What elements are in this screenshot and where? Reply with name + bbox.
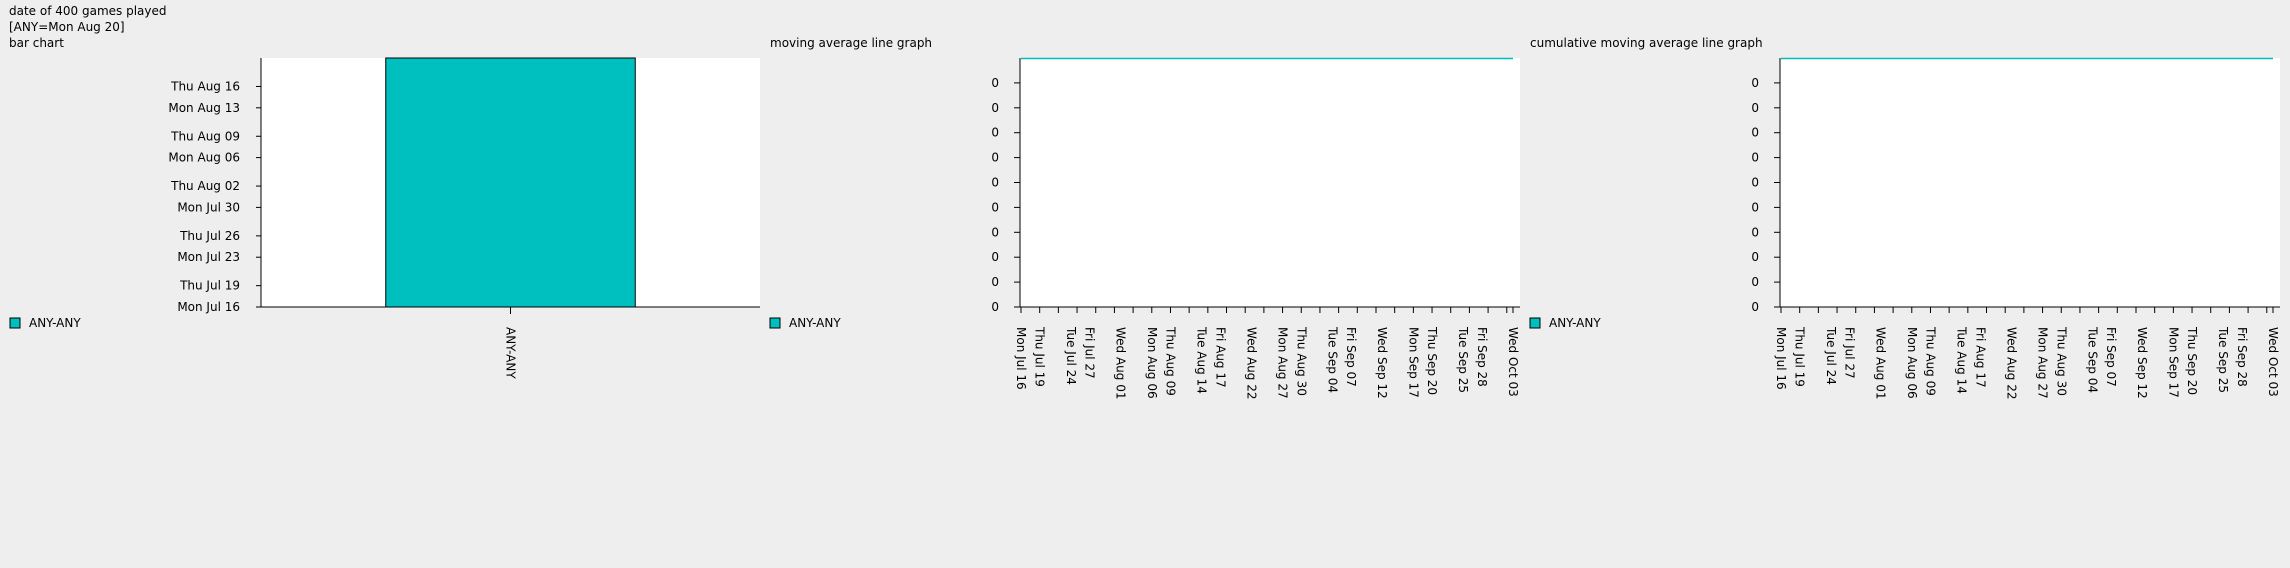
cma-y-tick-label: 0	[1751, 126, 1759, 140]
bar-y-tick-label: Mon Aug 13	[168, 101, 240, 115]
cma-x-tick-label: Tue Sep 04	[2085, 326, 2099, 393]
ma-legend-label: ANY-ANY	[789, 316, 841, 330]
bar-y-tick-label: Thu Jul 19	[179, 279, 240, 293]
bar-y-tick-label: Thu Aug 09	[170, 129, 240, 143]
ma-y-tick-label: 0	[991, 275, 999, 289]
cma-legend-label: ANY-ANY	[1549, 316, 1601, 330]
cma-x-tick-label: Thu Aug 09	[1923, 326, 1937, 396]
ma-y-tick-label: 0	[991, 250, 999, 264]
ma-x-tick-label: Wed Sep 12	[1375, 327, 1389, 399]
ma-y-tick-label: 0	[991, 225, 999, 239]
ma-x-tick-label: Mon Aug 06	[1145, 327, 1159, 399]
ma-y-tick-label: 0	[991, 101, 999, 115]
bar-y-tick-label: Thu Aug 16	[170, 79, 240, 93]
cma-x-tick-label: Tue Sep 25	[2216, 326, 2230, 393]
cma-y-tick-label: 0	[1751, 250, 1759, 264]
bar-x-tick-label: ANY-ANY	[504, 327, 518, 379]
ma-x-tick-label: Mon Sep 17	[1406, 327, 1420, 398]
ma-x-tick-label: Tue Jul 24	[1064, 326, 1078, 385]
cma-y-tick-label: 0	[1751, 200, 1759, 214]
bar-y-tick-label: Mon Jul 23	[177, 250, 240, 264]
cma-x-tick-label: Fri Aug 17	[1973, 327, 1987, 388]
cma-y-tick-label: 0	[1751, 300, 1759, 314]
cma-legend-swatch	[1529, 317, 1541, 329]
cumulative-moving-average-chart: Mon Jul 16 Thu Jul 19 Tue Jul 24 Fri Jul 27…	[1529, 57, 2280, 400]
cma-x-tick-label: Wed Oct 03	[2266, 327, 2280, 397]
bar-y-tick-label: Mon Jul 16	[177, 300, 240, 314]
ma-x-tick-label: Thu Jul 19	[1033, 326, 1047, 387]
cma-plot-area	[1780, 58, 2280, 307]
cma-x-tick-label: Tue Jul 24	[1824, 326, 1838, 385]
bar	[385, 57, 636, 308]
ma-y-tick-label: 0	[991, 151, 999, 165]
cumulative-average-chart-title: cumulative moving average line graph	[1530, 36, 1763, 50]
cma-x-tick-label: Mon Sep 17	[2166, 327, 2180, 398]
cma-x-tick-label: Fri Jul 27	[1843, 327, 1857, 379]
ma-x-tick-label: Fri Sep 07	[1344, 327, 1358, 387]
ma-y-tick-label: 0	[991, 300, 999, 314]
ma-x-tick-label: Fri Jul 27	[1083, 327, 1097, 379]
cma-x-tick-label: Thu Aug 30	[2054, 326, 2068, 396]
ma-x-tick-label: Fri Sep 28	[1475, 327, 1489, 387]
ma-x-tick-label: Thu Aug 30	[1294, 326, 1308, 396]
ma-x-tick-label: Tue Aug 14	[1195, 326, 1209, 394]
moving-average-chart: Mon Jul 16 Thu Jul 19 Tue Jul 24 Fri Jul 27…	[769, 57, 1520, 400]
ma-x-tick-label: Wed Aug 01	[1114, 327, 1128, 400]
ma-x-tick-label: Fri Aug 17	[1213, 327, 1227, 388]
moving-average-chart-title: moving average line graph	[770, 36, 933, 50]
page-title-line1: date of 400 games played	[9, 4, 167, 18]
bar-y-tick-label: Thu Jul 26	[179, 229, 240, 243]
ma-x-tick-label: Wed Oct 03	[1506, 327, 1520, 397]
cma-x-tick-label: Wed Aug 01	[1874, 327, 1888, 400]
cma-y-tick-label: 0	[1751, 225, 1759, 239]
cma-y-tick-label: 0	[1751, 275, 1759, 289]
cma-y-tick-label: 0	[1751, 176, 1759, 190]
ma-x-tick-label: Tue Sep 25	[1456, 326, 1470, 393]
ma-y-tick-label: 0	[991, 76, 999, 90]
ma-x-tick-label: Thu Aug 09	[1163, 326, 1177, 396]
ma-plot-area	[1020, 58, 1520, 307]
cma-x-tick-label: Mon Jul 16	[1774, 327, 1788, 390]
ma-x-tick-label: Wed Aug 22	[1244, 327, 1258, 400]
cma-x-tick-label: Fri Sep 28	[2235, 327, 2249, 387]
ma-y-tick-label: 0	[991, 126, 999, 140]
ma-x-tick-label: Thu Sep 20	[1425, 326, 1439, 395]
bar-y-tick-label: Thu Aug 02	[170, 179, 240, 193]
bar-y-tick-label: Mon Aug 06	[168, 151, 240, 165]
ma-y-tick-label: 0	[991, 200, 999, 214]
cma-x-tick-label: Mon Aug 27	[2036, 327, 2050, 399]
ma-x-tick-label: Mon Jul 16	[1014, 327, 1028, 390]
cma-y-tick-label: 0	[1751, 101, 1759, 115]
ma-x-tick-label: Mon Aug 27	[1276, 327, 1290, 399]
cma-y-tick-label: 0	[1751, 151, 1759, 165]
bar-y-tick-label: Mon Jul 30	[177, 200, 240, 214]
cma-x-tick-label: Thu Jul 19	[1793, 326, 1807, 387]
ma-x-tick-label: Tue Sep 04	[1325, 326, 1339, 393]
cma-x-tick-label: Wed Aug 22	[2004, 327, 2018, 400]
bar-chart-title: bar chart	[9, 36, 64, 50]
bar-legend-label: ANY-ANY	[29, 316, 81, 330]
bar-chart: Mon Jul 16 Thu Jul 19 Mon Jul 23 Thu Jul 26…	[9, 57, 760, 379]
bar-legend-swatch	[9, 317, 21, 329]
cma-y-tick-label: 0	[1751, 76, 1759, 90]
cma-x-tick-label: Fri Sep 07	[2104, 327, 2118, 387]
cma-x-tick-label: Wed Sep 12	[2135, 327, 2149, 399]
ma-y-tick-label: 0	[991, 176, 999, 190]
cma-x-tick-label: Mon Aug 06	[1905, 327, 1919, 399]
cma-x-tick-label: Tue Aug 14	[1955, 326, 1969, 394]
ma-legend-swatch	[769, 317, 781, 329]
cma-x-tick-label: Thu Sep 20	[2185, 326, 2199, 395]
page-title-line2: [ANY=Mon Aug 20]	[9, 20, 125, 34]
